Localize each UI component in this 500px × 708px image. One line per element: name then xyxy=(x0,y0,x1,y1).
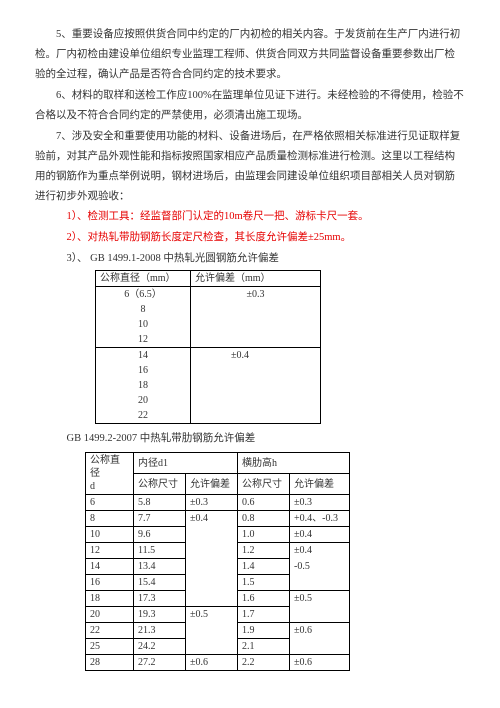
t2r9c0: 25 xyxy=(86,639,134,655)
t2r1c1: 7.7 xyxy=(134,511,186,527)
t2r2c0: 10 xyxy=(86,527,134,543)
t2r6c4: ±0.5 xyxy=(290,591,350,607)
table-2: 公称直径 d 内径d1 横肋高h 公称尺寸 允许偏差 公称尺寸 允许偏差 65.8… xyxy=(85,452,350,671)
t2r3c3: 1.2 xyxy=(238,543,290,559)
t2r9c4 xyxy=(290,639,350,655)
t2r5c3: 1.5 xyxy=(238,575,290,591)
t1-r7-t xyxy=(191,393,321,408)
item-1: 1）、检测工具：经监督部门认定的10m卷尺一把、游标卡尺一套。 xyxy=(35,207,465,227)
t2r8c1: 21.3 xyxy=(134,623,186,639)
paragraph-5: 5、重要设备应按照供货合同中约定的厂内初检的相关内容。于发货前在生产厂内进行初检… xyxy=(35,25,465,85)
t2-h7: 公称尺寸 xyxy=(238,474,290,495)
t1-h2: 允许偏差（mm） xyxy=(191,271,321,287)
t2r7c4 xyxy=(290,607,350,623)
t1-r4-t: ±0.4 xyxy=(191,348,321,364)
t2r0c1: 5.8 xyxy=(134,495,186,511)
t2r2c3: 1.0 xyxy=(238,527,290,543)
t2r8c0: 22 xyxy=(86,623,134,639)
t1-r2-d: 10 xyxy=(96,317,191,332)
t2-h3: 横肋高h xyxy=(238,453,350,474)
t2r7c3: 1.7 xyxy=(238,607,290,623)
t2r7c2: ±0.5 xyxy=(186,607,238,623)
t2r8c3: 1.9 xyxy=(238,623,290,639)
item-3-num: 3）、 xyxy=(67,253,88,264)
t2r4c4: -0.5 xyxy=(290,559,350,575)
t2r6c0: 18 xyxy=(86,591,134,607)
item-2-text: 2）、对热轧带肋钢筋长度定尺检查，其长度允许偏差±25mm。 xyxy=(67,232,352,243)
t2-h8: 允许偏差 xyxy=(290,474,350,495)
t1-r1-d: 8 xyxy=(96,302,191,317)
t2r7c1: 19.3 xyxy=(134,607,186,623)
t2r10c2: ±0.6 xyxy=(186,655,238,671)
t2r6c1: 17.3 xyxy=(134,591,186,607)
t2r1c2: ±0.4 xyxy=(186,511,238,527)
caption-1: GB 1499.1-2008 中热轧光圆钢筋允许偏差 xyxy=(88,253,279,264)
t2r1c0: 8 xyxy=(86,511,134,527)
t2r10c4: ±0.6 xyxy=(290,655,350,671)
t1-r0-t: ±0.3 xyxy=(191,287,321,303)
t2-h1: 公称直径 d xyxy=(86,453,134,495)
t2r5c0: 16 xyxy=(86,575,134,591)
item-1-text: 1）、检测工具：经监督部门认定的10m卷尺一把、游标卡尺一套。 xyxy=(67,211,369,222)
t2r5c2 xyxy=(186,575,238,591)
t2r8c4: ±0.6 xyxy=(290,623,350,639)
t2r9c3: 2.1 xyxy=(238,639,290,655)
t1-r5-t xyxy=(191,363,321,378)
t2r1c4: +0.4、-0.3 xyxy=(290,511,350,527)
t2-h2: 内径d1 xyxy=(134,453,238,474)
t2r4c2 xyxy=(186,559,238,575)
t1-r1-t xyxy=(191,302,321,317)
t1-r6-d: 18 xyxy=(96,378,191,393)
t2r7c0: 20 xyxy=(86,607,134,623)
t2-h1-s1: 公称直径 xyxy=(90,455,120,479)
t2r1c3: 0.8 xyxy=(238,511,290,527)
item-2: 2）、对热轧带肋钢筋长度定尺检查，其长度允许偏差±25mm。 xyxy=(35,228,465,248)
t1-r7-d: 20 xyxy=(96,393,191,408)
t2r5c1: 15.4 xyxy=(134,575,186,591)
t2r10c1: 27.2 xyxy=(134,655,186,671)
paragraph-6: 6、材料的取样和送检工作应100%在监理单位见证下进行。未经检验的不得使用，检验… xyxy=(35,86,465,126)
t2r4c1: 13.4 xyxy=(134,559,186,575)
t2-h1-s2: d xyxy=(90,481,95,492)
item-3-line: 3）、 GB 1499.1-2008 中热轧光圆钢筋允许偏差 xyxy=(35,249,465,269)
t2r0c3: 0.6 xyxy=(238,495,290,511)
t2r4c0: 14 xyxy=(86,559,134,575)
caption-2: GB 1499.2-2007 中热轧带肋钢筋允许偏差 xyxy=(35,429,465,449)
t2r0c4: ±0.3 xyxy=(290,495,350,511)
t2r4c3: 1.4 xyxy=(238,559,290,575)
t1-r6-t xyxy=(191,378,321,393)
t2r5c4 xyxy=(290,575,350,591)
t2r3c0: 12 xyxy=(86,543,134,559)
t1-r3-t xyxy=(191,332,321,348)
t2r6c2 xyxy=(186,591,238,607)
t2r0c2: ±0.3 xyxy=(186,495,238,511)
t2r0c0: 6 xyxy=(86,495,134,511)
t2r10c3: 2.2 xyxy=(238,655,290,671)
t1-r3-d: 12 xyxy=(96,332,191,348)
t1-r5-d: 16 xyxy=(96,363,191,378)
t2r9c2 xyxy=(186,639,238,655)
paragraph-7: 7、涉及安全和重要使用功能的材料、设备进场后，在严格依照相关标准进行见证取样复验… xyxy=(35,127,465,207)
t2r3c4: ±0.4 xyxy=(290,543,350,559)
t1-r0-d: 6（6.5） xyxy=(96,287,191,303)
t2r2c4: ±0.4 xyxy=(290,527,350,543)
t2r3c1: 11.5 xyxy=(134,543,186,559)
t2r2c1: 9.6 xyxy=(134,527,186,543)
t2r9c1: 24.2 xyxy=(134,639,186,655)
t2r2c2 xyxy=(186,527,238,543)
t1-h1: 公称直径（mm） xyxy=(96,271,191,287)
t1-r8-t xyxy=(191,408,321,424)
t1-r8-d: 22 xyxy=(96,408,191,424)
t1-r4-d: 14 xyxy=(96,348,191,364)
table-1: 公称直径（mm） 允许偏差（mm） 6（6.5） ±0.3 8 10 12 14… xyxy=(95,270,321,424)
t2r8c2 xyxy=(186,623,238,639)
t1-r2-t xyxy=(191,317,321,332)
t2r3c2 xyxy=(186,543,238,559)
t2-h6: 允许偏差 xyxy=(186,474,238,495)
t2-h5: 公称尺寸 xyxy=(134,474,186,495)
t2r10c0: 28 xyxy=(86,655,134,671)
t2r6c3: 1.6 xyxy=(238,591,290,607)
